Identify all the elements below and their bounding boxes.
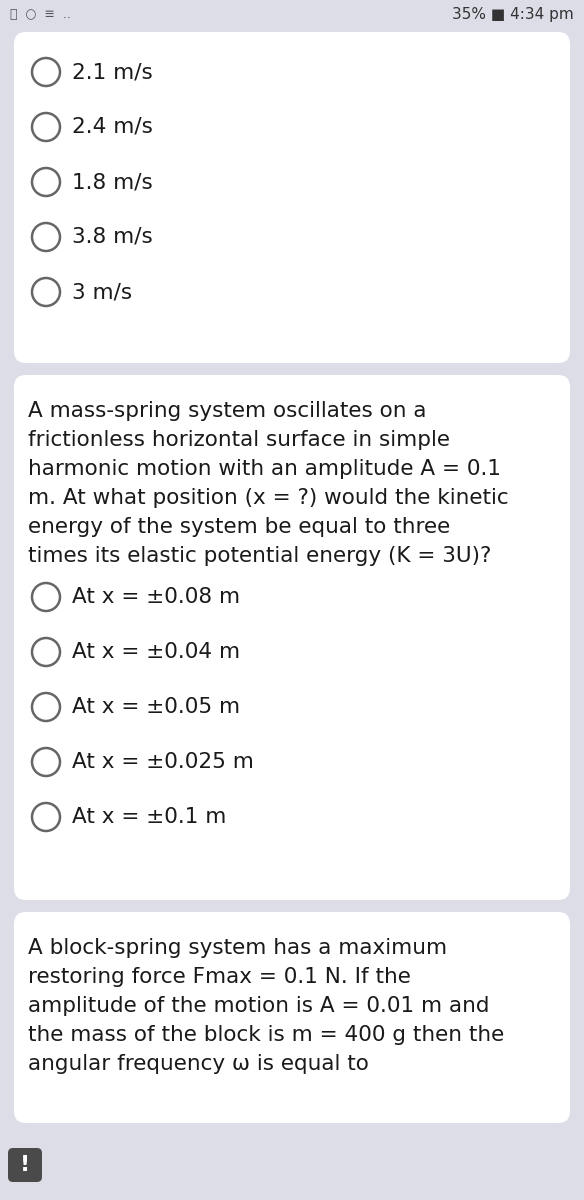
- Text: A mass-spring system oscillates on a: A mass-spring system oscillates on a: [28, 401, 426, 421]
- Text: angular frequency ω is equal to: angular frequency ω is equal to: [28, 1054, 369, 1074]
- Text: At x = ±0.04 m: At x = ±0.04 m: [72, 642, 240, 662]
- Text: At x = ±0.025 m: At x = ±0.025 m: [72, 752, 254, 772]
- Text: 2.1 m/s: 2.1 m/s: [72, 62, 153, 82]
- Text: 3.8 m/s: 3.8 m/s: [72, 227, 153, 247]
- Text: At x = ±0.08 m: At x = ±0.08 m: [72, 587, 240, 607]
- Text: harmonic motion with an amplitude A = 0.1: harmonic motion with an amplitude A = 0.…: [28, 458, 501, 479]
- Text: 3 m/s: 3 m/s: [72, 282, 132, 302]
- Text: amplitude of the motion is A = 0.01 m and: amplitude of the motion is A = 0.01 m an…: [28, 996, 489, 1016]
- Text: 2.4 m/s: 2.4 m/s: [72, 116, 153, 137]
- Text: A block-spring system has a maximum: A block-spring system has a maximum: [28, 938, 447, 958]
- Text: restoring force Fmax = 0.1 N. If the: restoring force Fmax = 0.1 N. If the: [28, 967, 411, 986]
- Text: times its elastic potential energy (K = 3U)?: times its elastic potential energy (K = …: [28, 546, 491, 566]
- Text: At x = ±0.1 m: At x = ±0.1 m: [72, 806, 227, 827]
- Text: m. At what position (x = ?) would the kinetic: m. At what position (x = ?) would the ki…: [28, 488, 509, 508]
- Text: At x = ±0.05 m: At x = ±0.05 m: [72, 697, 240, 716]
- FancyBboxPatch shape: [14, 374, 570, 900]
- Text: 1.8 m/s: 1.8 m/s: [72, 172, 153, 192]
- FancyBboxPatch shape: [0, 0, 584, 30]
- Text: energy of the system be equal to three: energy of the system be equal to three: [28, 517, 450, 538]
- Text: the mass of the block is m = 400 g then the: the mass of the block is m = 400 g then …: [28, 1025, 504, 1045]
- Text: !: !: [20, 1154, 30, 1175]
- Text: frictionless horizontal surface in simple: frictionless horizontal surface in simpl…: [28, 430, 450, 450]
- FancyBboxPatch shape: [14, 912, 570, 1123]
- FancyBboxPatch shape: [8, 1148, 42, 1182]
- Text: 35% ■ 4:34 pm: 35% ■ 4:34 pm: [452, 7, 574, 23]
- FancyBboxPatch shape: [14, 32, 570, 362]
- Text: ⎙  ○  ≡  ..: ⎙ ○ ≡ ..: [10, 8, 71, 22]
